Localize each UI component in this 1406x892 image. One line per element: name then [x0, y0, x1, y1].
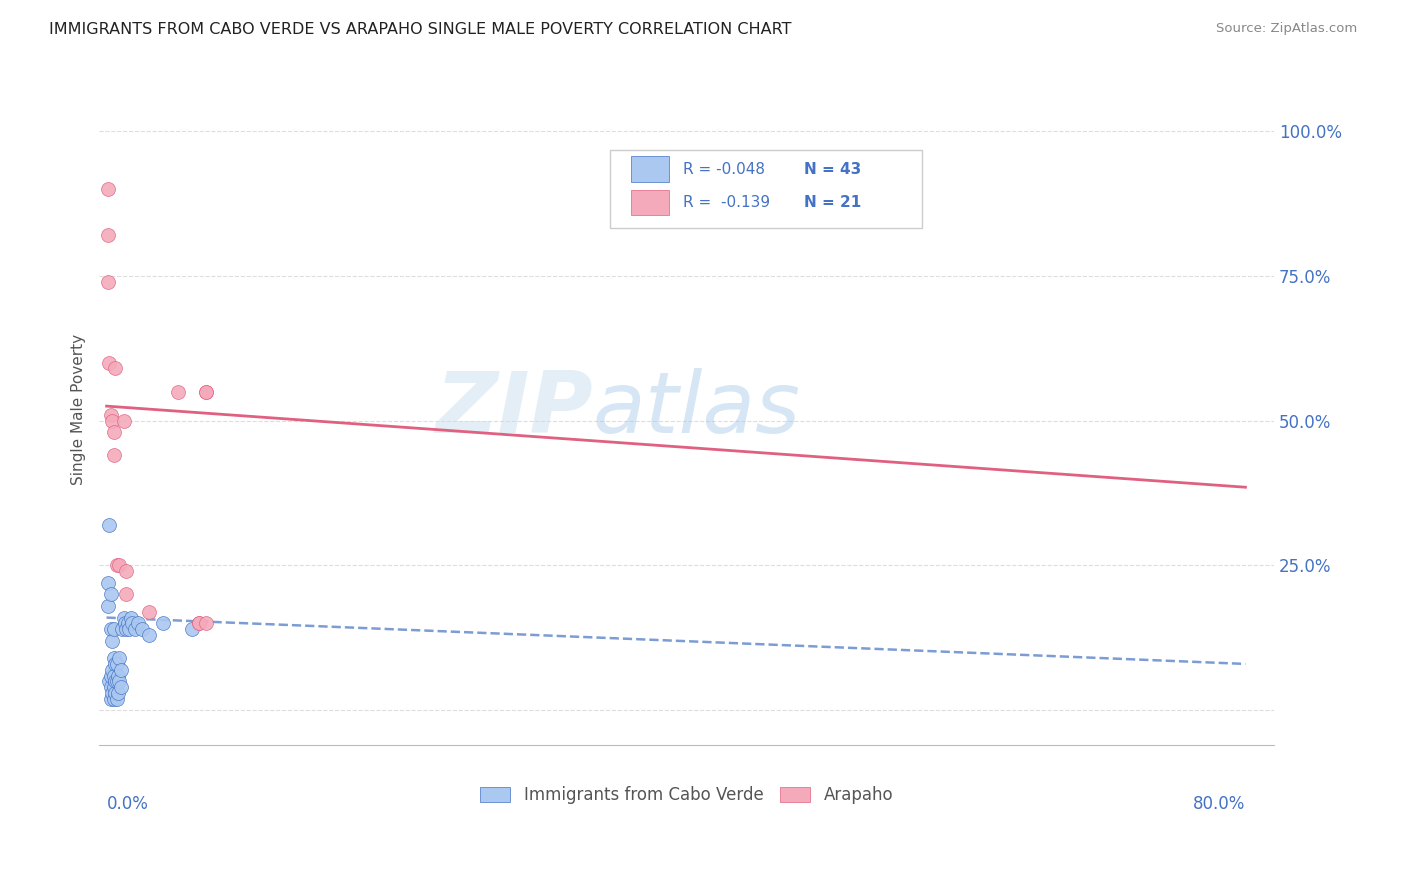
Point: [98, 356, 121, 370]
Point: [127, 616, 149, 631]
Point: [124, 622, 146, 636]
Point: [118, 622, 141, 636]
Text: R = -0.048: R = -0.048: [683, 161, 765, 177]
Point: [111, 622, 134, 636]
Point: [100, 408, 122, 422]
Point: [105, 558, 128, 573]
Legend: Immigrants from Cabo Verde, Arapaho: Immigrants from Cabo Verde, Arapaho: [481, 786, 893, 804]
Point: [115, 564, 138, 578]
Text: R =  -0.139: R = -0.139: [683, 195, 770, 211]
Point: [115, 622, 138, 636]
Point: [101, 663, 124, 677]
Point: [104, 674, 127, 689]
Point: [188, 616, 211, 631]
Point: [108, 674, 131, 689]
Point: [101, 686, 124, 700]
Point: [98, 517, 121, 532]
Text: IMMIGRANTS FROM CABO VERDE VS ARAPAHO SINGLE MALE POVERTY CORRELATION CHART: IMMIGRANTS FROM CABO VERDE VS ARAPAHO SI…: [49, 22, 792, 37]
Point: [100, 680, 122, 694]
Point: [97, 228, 120, 243]
Point: [103, 448, 125, 462]
Point: [97, 182, 120, 196]
Point: [104, 361, 127, 376]
Text: 80.0%: 80.0%: [1194, 796, 1246, 814]
Point: [100, 691, 122, 706]
Point: [103, 651, 125, 665]
Point: [181, 622, 204, 636]
Point: [103, 622, 125, 636]
Text: 0.0%: 0.0%: [107, 796, 149, 814]
Point: [100, 668, 122, 682]
Text: N = 21: N = 21: [804, 195, 862, 211]
Point: [101, 414, 124, 428]
Point: [195, 616, 218, 631]
Point: [152, 616, 174, 631]
Point: [104, 686, 127, 700]
Text: atlas: atlas: [593, 368, 801, 450]
FancyBboxPatch shape: [631, 190, 669, 216]
Point: [105, 691, 128, 706]
Point: [166, 384, 188, 399]
Point: [108, 651, 131, 665]
Point: [115, 587, 138, 601]
Point: [188, 616, 211, 631]
FancyBboxPatch shape: [610, 150, 921, 227]
Point: [195, 384, 218, 399]
Text: ZIP: ZIP: [434, 368, 593, 450]
Point: [117, 616, 139, 631]
Point: [110, 680, 132, 694]
Y-axis label: Single Male Poverty: Single Male Poverty: [72, 334, 86, 484]
Point: [121, 616, 143, 631]
Point: [98, 674, 121, 689]
Point: [138, 628, 160, 642]
Point: [104, 657, 127, 671]
Point: [114, 616, 136, 631]
Point: [112, 414, 135, 428]
Point: [108, 558, 131, 573]
Point: [97, 275, 120, 289]
Point: [195, 384, 218, 399]
Point: [103, 668, 125, 682]
Point: [100, 587, 122, 601]
Point: [105, 657, 128, 671]
Point: [138, 605, 160, 619]
Text: Source: ZipAtlas.com: Source: ZipAtlas.com: [1216, 22, 1357, 36]
Point: [105, 674, 128, 689]
Point: [103, 680, 125, 694]
Point: [112, 610, 135, 624]
Point: [100, 622, 122, 636]
Point: [131, 622, 153, 636]
Point: [120, 610, 142, 624]
Point: [97, 575, 120, 590]
FancyBboxPatch shape: [631, 156, 669, 182]
Point: [103, 691, 125, 706]
Point: [107, 668, 129, 682]
Text: N = 43: N = 43: [804, 161, 862, 177]
Point: [107, 686, 129, 700]
Point: [110, 663, 132, 677]
Point: [97, 599, 120, 613]
Point: [103, 425, 125, 440]
Point: [101, 633, 124, 648]
